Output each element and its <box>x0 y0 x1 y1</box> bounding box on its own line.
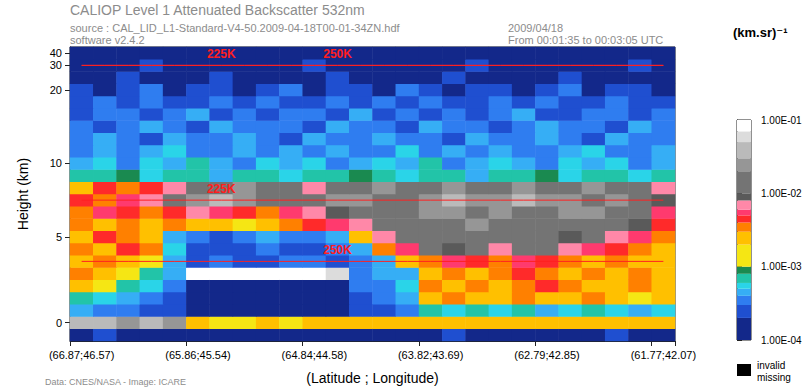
svg-text:2009/04/18: 2009/04/18 <box>508 22 563 34</box>
svg-text:250K: 250K <box>323 47 352 61</box>
svg-text:missing: missing <box>757 372 791 383</box>
svg-text:(km.sr)⁻¹: (km.sr)⁻¹ <box>733 25 788 40</box>
svg-text:225K: 225K <box>207 182 236 196</box>
svg-text:20: 20 <box>50 84 62 96</box>
svg-text:225K: 225K <box>207 47 236 61</box>
svg-text:(64.84;44.58): (64.84;44.58) <box>282 349 347 361</box>
svg-text:40: 40 <box>50 47 62 59</box>
svg-text:(62.79;42.85): (62.79;42.85) <box>514 349 579 361</box>
svg-text:250K: 250K <box>323 243 352 257</box>
svg-text:1.00E-04: 1.00E-04 <box>761 335 802 346</box>
svg-text:5: 5 <box>56 231 62 243</box>
svg-text:(63.82;43.69): (63.82;43.69) <box>398 349 463 361</box>
svg-text:(61.77;42.07): (61.77;42.07) <box>631 349 696 361</box>
svg-text:30: 30 <box>50 59 62 71</box>
svg-text:software v2.4.2: software v2.4.2 <box>70 34 145 46</box>
svg-text:10: 10 <box>50 157 62 169</box>
svg-text:Height (km): Height (km) <box>15 158 31 230</box>
svg-text:0: 0 <box>56 317 62 329</box>
svg-text:CALIOP Level 1 Attenuated Back: CALIOP Level 1 Attenuated Backscatter 53… <box>70 2 365 18</box>
svg-text:source : CAL_LID_L1-Standard-V: source : CAL_LID_L1-Standard-V4-50.2009-… <box>70 22 401 34</box>
svg-text:1.00E-01: 1.00E-01 <box>761 115 802 126</box>
svg-text:(Latitude ; Longitude): (Latitude ; Longitude) <box>306 370 438 386</box>
svg-text:(65.86;45.54): (65.86;45.54) <box>165 349 230 361</box>
svg-text:1.00E-02: 1.00E-02 <box>761 188 802 199</box>
svg-text:invalid: invalid <box>757 360 785 371</box>
svg-text:From 00:01:35 to 00:03:05 UTC: From 00:01:35 to 00:03:05 UTC <box>508 34 663 46</box>
svg-text:(66.87;46.57): (66.87;46.57) <box>49 349 114 361</box>
svg-text:1.00E-03: 1.00E-03 <box>761 261 802 272</box>
svg-text:Data: CNES/NASA - Image: ICARE: Data: CNES/NASA - Image: ICARE <box>45 377 186 387</box>
